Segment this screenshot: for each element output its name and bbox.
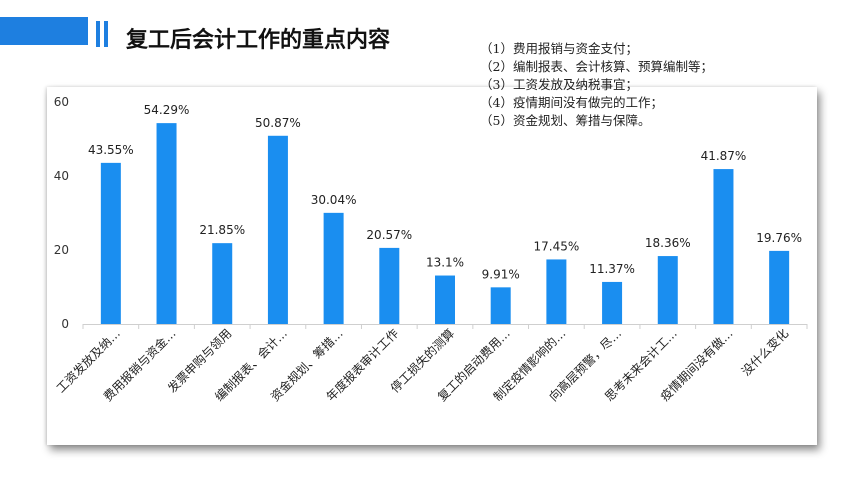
notes-list: （1）费用报销与资金支付； （2）编制报表、会计核算、预算编制等； （3）工资发… (480, 40, 713, 130)
data-label: 9.91% (482, 267, 520, 281)
data-label: 17.45% (534, 239, 580, 253)
note-item: （5）资金规划、筹措与保障。 (480, 113, 651, 128)
y-tick-label: 60 (54, 95, 69, 109)
bar (769, 250, 790, 324)
data-label: 19.76% (756, 231, 802, 245)
bar (267, 135, 288, 324)
data-label: 30.04% (311, 193, 357, 207)
data-label: 11.37% (589, 262, 635, 276)
y-tick-label: 0 (61, 317, 69, 331)
note-item: （3）工资发放及纳税事宜； (480, 77, 638, 92)
data-label: 43.55% (88, 143, 134, 157)
data-label: 13.1% (426, 256, 464, 270)
data-label: 18.36% (645, 236, 691, 250)
bar (435, 275, 455, 324)
header-accent-tick (104, 21, 108, 47)
bar (546, 259, 567, 324)
bar (379, 247, 400, 324)
data-label: 50.87% (255, 116, 301, 130)
bar (713, 169, 734, 324)
bar (657, 256, 678, 324)
bar (100, 162, 121, 324)
bar (156, 123, 177, 324)
header-accent-tick (96, 21, 100, 47)
note-item: （2）编制报表、会计核算、预算编制等； (480, 59, 713, 74)
data-label: 41.87% (701, 149, 747, 163)
note-item: （1）费用报销与资金支付； (480, 41, 638, 56)
bar (602, 281, 623, 324)
page-title: 复工后会计工作的重点内容 (126, 28, 391, 53)
header-accent-bar (0, 17, 88, 45)
bar-chart: 020406043.55%工资发放及纳…54.29%费用报销与资金…21.85%… (53, 95, 808, 404)
bar (490, 287, 511, 324)
category-label: 没什么变化 (738, 326, 791, 379)
data-label: 21.85% (199, 223, 245, 237)
bar (212, 243, 233, 324)
data-label: 20.57% (366, 228, 412, 242)
note-item: （4）疫情期间没有做完的工作； (480, 95, 663, 110)
data-label: 54.29% (144, 103, 190, 117)
bar (323, 212, 344, 324)
y-tick-label: 20 (54, 243, 69, 257)
y-tick-label: 40 (54, 169, 69, 183)
